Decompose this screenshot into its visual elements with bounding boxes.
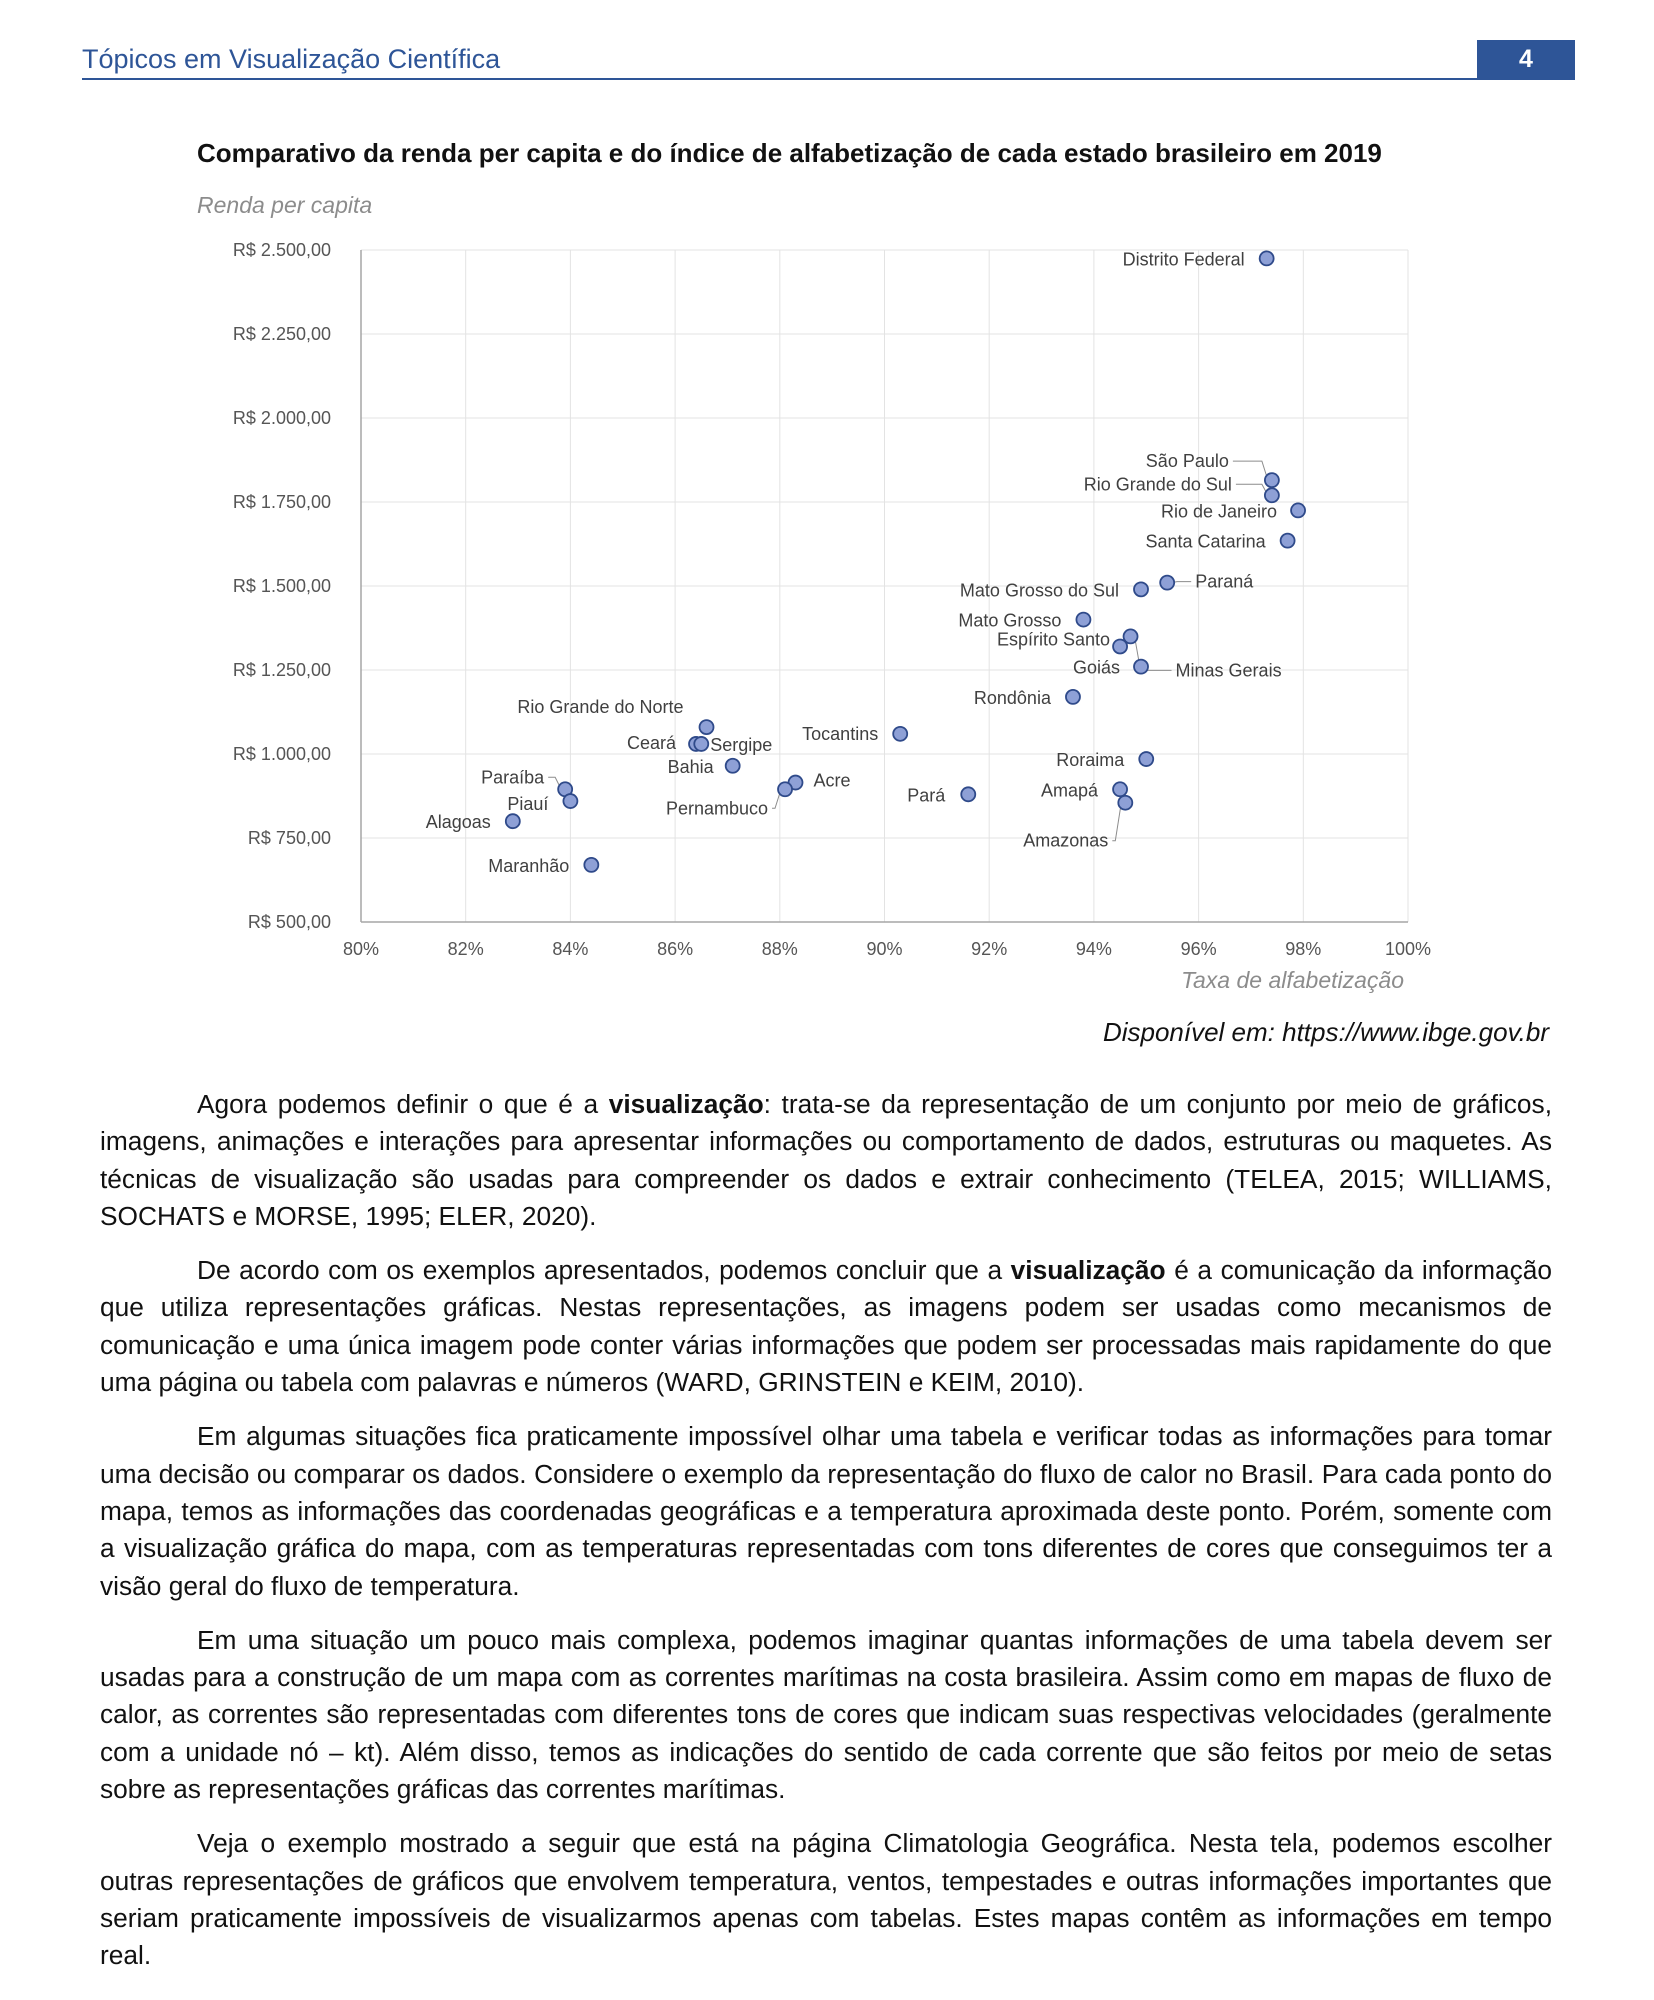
data-point <box>1290 502 1306 519</box>
y-tick-label: R$ 500,00 <box>248 912 331 932</box>
data-label: Sergipe <box>710 735 772 755</box>
data-label: Espírito Santo <box>997 629 1110 649</box>
data-label: Paraná <box>1195 572 1254 592</box>
data-label: Distrito Federal <box>1123 249 1245 269</box>
data-label: Rio Grande do Norte <box>517 697 683 717</box>
data-point <box>960 786 977 803</box>
data-point <box>1258 250 1275 267</box>
y-tick-label: R$ 1.500,00 <box>233 576 331 596</box>
y-tick-label: R$ 2.000,00 <box>233 408 331 428</box>
x-tick-label: 88% <box>762 939 798 959</box>
data-label: Santa Catarina <box>1146 532 1267 552</box>
y-tick-label: R$ 1.250,00 <box>233 660 331 680</box>
paragraph-3: Em algumas situações fica praticamente i… <box>100 1421 1552 1601</box>
x-tick-label: 92% <box>971 939 1007 959</box>
data-point <box>504 813 521 830</box>
data-label: Ceará <box>627 733 677 753</box>
data-point <box>1138 751 1155 767</box>
data-label: São Paulo <box>1146 451 1229 471</box>
data-label: Acre <box>814 771 851 791</box>
x-tick-label: 90% <box>866 939 902 959</box>
data-label: Rio Grande do Sul <box>1084 474 1232 494</box>
data-point <box>1263 472 1280 489</box>
data-point <box>724 757 741 774</box>
figure-source: Disponível em: https://www.ibge.gov.br <box>1102 1017 1549 1047</box>
point-labels: Distrito Federal São Paulo Rio Grande do S… <box>426 249 1282 875</box>
data-point <box>1133 581 1149 598</box>
data-label: Minas Gerais <box>1176 660 1282 680</box>
y-tick-label: R$ 750,00 <box>248 828 331 848</box>
scatter-chart: Distrito Federal São Paulo Rio Grande do S… <box>233 240 1431 959</box>
data-label: Amapá <box>1041 780 1099 800</box>
data-label: Goiás <box>1073 658 1120 678</box>
data-label: Roraima <box>1056 750 1125 770</box>
label-leader <box>772 789 782 809</box>
data-point <box>1075 611 1092 628</box>
page-number: 4 <box>1477 40 1575 78</box>
data-label: Rio de Janeiro <box>1161 501 1277 521</box>
data-point <box>1112 638 1128 655</box>
data-label: Tocantins <box>802 724 878 744</box>
data-point <box>698 719 715 736</box>
data-point <box>892 725 909 742</box>
x-tick-label: 94% <box>1076 939 1112 959</box>
data-point <box>562 793 579 809</box>
x-tick-label: 98% <box>1285 939 1321 959</box>
label-leader <box>1235 483 1269 496</box>
data-label: Mato Grosso <box>958 611 1061 631</box>
paragraph-1: Agora podemos definir o que é a visualiz… <box>100 1089 1552 1231</box>
chart-axes <box>360 250 1408 923</box>
y-axis-title: Renda per capita <box>197 192 373 218</box>
x-axis-title: Taxa de alfabetização <box>1181 967 1404 993</box>
data-label: Bahia <box>668 757 715 777</box>
data-point <box>1112 781 1128 798</box>
tick-labels: 80% 82% 84% 86% 88% 90% 92% 94% 96% 98% 100% R$ 500… <box>233 240 1431 959</box>
y-tick-label: R$ 2.250,00 <box>233 324 331 344</box>
data-point <box>583 856 600 873</box>
paragraph-4: Em uma situação um pouco mais complexa, … <box>100 1624 1552 1805</box>
data-point <box>693 736 710 752</box>
data-point <box>1133 658 1149 675</box>
chart-grid <box>361 249 1409 922</box>
data-points <box>504 250 1306 873</box>
data-label: Rondônia <box>974 688 1052 708</box>
y-tick-label: R$ 1.000,00 <box>233 744 331 764</box>
header-title: Tópicos em Visualização Científica <box>82 44 501 74</box>
data-label: Maranhão <box>488 856 569 876</box>
y-tick-label: R$ 2.500,00 <box>233 240 331 260</box>
chart-title: Comparativo da renda per capita e do índ… <box>197 138 1382 168</box>
data-point <box>1122 628 1139 645</box>
x-tick-label: 82% <box>448 939 484 959</box>
y-tick-label: R$ 1.750,00 <box>233 492 331 512</box>
data-label: Pernambuco <box>666 798 768 818</box>
data-point <box>777 781 793 798</box>
paragraph-2: De acordo com os exemplos apresentados, … <box>100 1255 1552 1398</box>
data-point <box>1159 574 1176 591</box>
data-point <box>1279 532 1296 549</box>
data-label: Pará <box>907 785 946 805</box>
body-text: Agora podemos definir o que é a visualiz… <box>100 1086 1552 1992</box>
data-point <box>1117 794 1134 811</box>
x-tick-label: 84% <box>552 939 588 959</box>
x-tick-label: 100% <box>1385 939 1431 959</box>
x-tick-label: 86% <box>657 939 693 959</box>
data-point <box>1263 487 1280 504</box>
data-label: Alagoas <box>426 812 491 832</box>
paragraph-5: Veja o exemplo mostrado a seguir que est… <box>100 1828 1552 1971</box>
label-leader <box>1112 802 1122 842</box>
data-label: Paraíba <box>481 767 545 787</box>
data-label: Piauí <box>507 794 548 814</box>
x-tick-label: 80% <box>343 939 379 959</box>
data-label: Amazonas <box>1023 831 1108 851</box>
x-tick-label: 96% <box>1181 939 1217 959</box>
data-label: Mato Grosso do Sul <box>960 580 1119 600</box>
page-header: Tópicos em Visualização Científica 4 <box>82 40 1575 80</box>
label-leader-lines <box>548 460 1269 842</box>
label-leader <box>1232 460 1269 481</box>
data-point <box>1065 688 1081 705</box>
